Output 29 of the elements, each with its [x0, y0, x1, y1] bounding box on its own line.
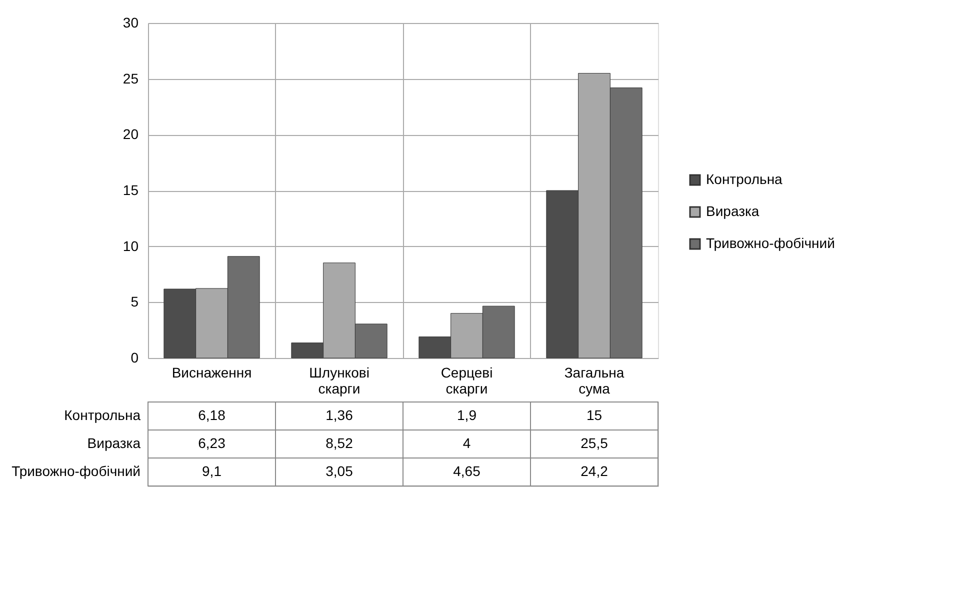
data-label: 4: [462, 435, 471, 451]
y-tick-label: 10: [122, 238, 139, 254]
data-label: 8,52: [326, 435, 354, 451]
y-tick-label: 5: [130, 294, 139, 310]
y-tick-label: 15: [122, 182, 139, 198]
legend-label: Виразка: [706, 203, 760, 219]
data-label: 25,5: [580, 435, 608, 451]
y-tick-label: 20: [122, 126, 139, 142]
data-label: 6,23: [198, 435, 226, 451]
x-tick-label: Шлункові скарги: [309, 364, 370, 396]
legend-label: Контрольна: [706, 171, 783, 187]
x-tick-label: Серцеві скарги: [440, 364, 493, 396]
legend-label: Тривожно-фобічний: [706, 235, 835, 251]
data-label: 4,65: [453, 463, 481, 479]
y-tick-label: 25: [122, 70, 139, 86]
x-tick-label: Загальна сума: [564, 364, 624, 396]
data-label: 3,05: [326, 463, 354, 479]
data-label: 24,2: [580, 463, 608, 479]
data-label: 15: [586, 407, 602, 423]
data-label: 6,18: [198, 407, 226, 423]
text: Виразка: [87, 435, 140, 451]
data-label: 9,1: [202, 463, 222, 479]
y-tick-label: 30: [122, 14, 139, 30]
x-tick-label: Виснаження: [172, 364, 252, 380]
y-tick-label: 0: [130, 350, 139, 366]
text: Контрольна: [64, 407, 140, 423]
data-label: 1,36: [326, 407, 354, 423]
text: Тривожно-фобічний: [12, 463, 140, 479]
data-label: 1,9: [457, 407, 477, 423]
